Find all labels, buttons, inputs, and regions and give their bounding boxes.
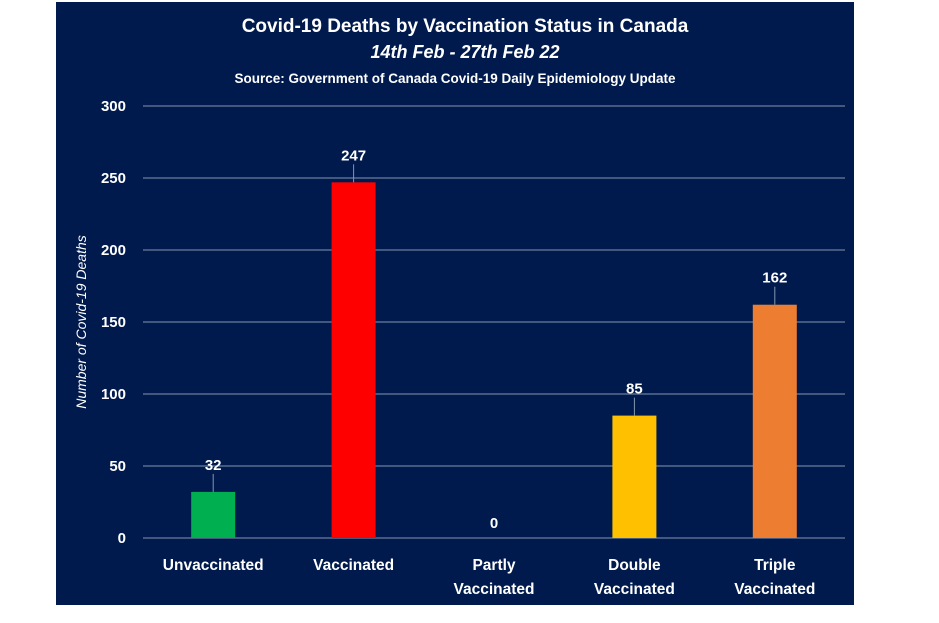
y-axis-label: Number of Covid-19 Deaths [73,235,89,409]
data-labels: 32 247 0 85 162 [205,147,787,532]
chart-title: Covid-19 Deaths by Vaccination Status in… [242,16,689,37]
y-tick-label: 50 [109,458,126,475]
x-tick-label: Unvaccinated [163,557,264,574]
y-tick-label: 300 [101,98,126,115]
chart-source: Source: Government of Canada Covid-19 Da… [234,71,676,86]
y-tick-label: 100 [101,386,126,403]
bars [191,182,797,538]
y-tick-label: 0 [118,530,126,547]
x-tick-labels: Unvaccinated Vaccinated Partly Vaccinated Do… [163,557,815,598]
bar [191,491,236,538]
bar [752,304,797,538]
y-tick-label: 200 [101,242,126,259]
data-label: 247 [341,147,366,164]
x-tick-label: Vaccinated [313,557,394,574]
x-tick-label: Vaccinated [594,581,675,598]
x-tick-label: Double [608,557,661,574]
data-label: 85 [626,381,643,398]
data-label: 0 [490,515,498,532]
chart-subtitle: 14th Feb - 27th Feb 22 [370,42,559,62]
x-tick-label: Vaccinated [734,581,815,598]
y-tick-label: 250 [101,170,126,187]
bar [612,415,657,538]
y-tick-label: 150 [101,314,126,331]
bar [331,182,376,538]
chart-panel [56,2,854,605]
data-label: 162 [762,270,787,287]
y-tick-labels: 0 50 100 150 200 250 300 [101,98,126,547]
data-label: 32 [205,457,222,474]
x-tick-label: Partly [472,557,515,574]
x-tick-label: Vaccinated [454,581,535,598]
gridlines [143,105,845,539]
x-tick-label: Triple [754,557,796,574]
